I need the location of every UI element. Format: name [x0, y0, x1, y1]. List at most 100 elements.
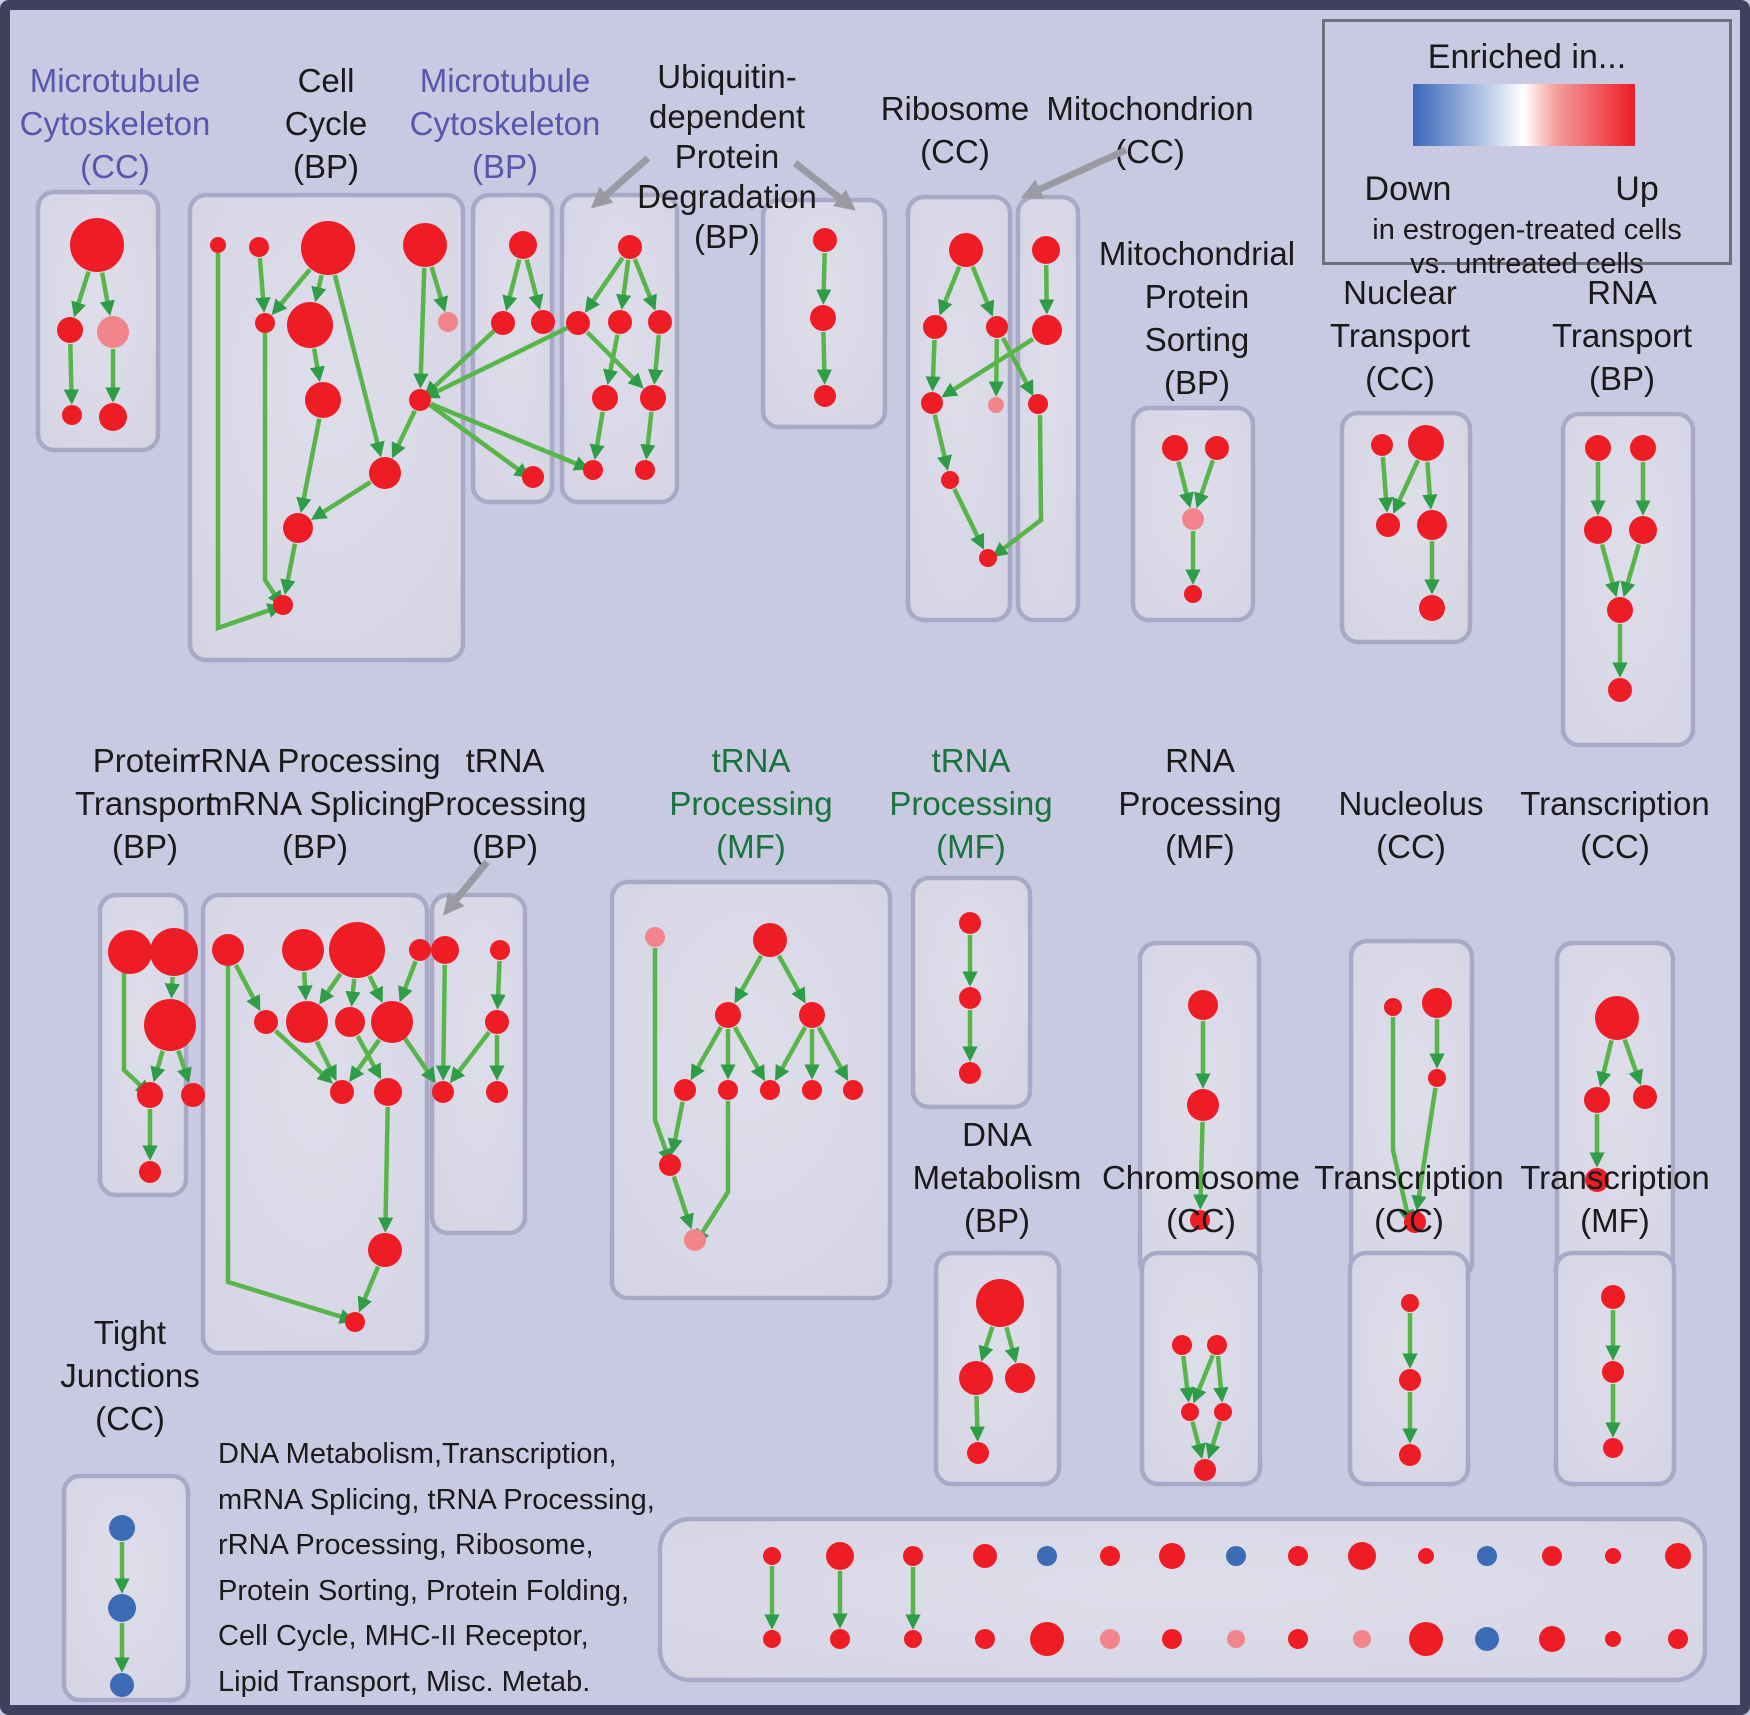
- node-transcription-cc-bottom-0: [1401, 1294, 1419, 1312]
- link-edge-4: [428, 403, 531, 479]
- node-cell-cycle-bp-4: [255, 313, 275, 333]
- node-transcription-mf-0: [1601, 1285, 1625, 1309]
- node-ubiquitin-degradation-bp-left-6: [583, 460, 603, 480]
- node-ribosome-cc-0: [949, 233, 983, 267]
- node-rrna-processing-mrna-splicing-bp-3: [409, 939, 431, 961]
- cluster-box-tight-junctions-cc: [61, 1473, 191, 1703]
- node-mitochondrial-protein-sorting-bp-3: [1184, 585, 1202, 603]
- link-edge-7: [941, 337, 1035, 398]
- node-trna-processing-mf-large-7: [802, 1080, 822, 1100]
- edge-ubiquitin-degradation-bp-left: [616, 259, 632, 310]
- node-ribosome-cc-2: [986, 316, 1008, 338]
- cluster-label-trna-processing-bp: Processing: [423, 785, 586, 822]
- edge-trna-processing-mf-large: [732, 1026, 766, 1082]
- link-edge-10: [225, 966, 356, 1324]
- node-rrna-processing-mrna-splicing-bp-0: [212, 934, 244, 966]
- node-trna-processing-bp-2: [485, 1010, 509, 1034]
- node-misc-clusters-25: [1409, 1622, 1443, 1656]
- node-misc-clusters-5: [1100, 1546, 1120, 1566]
- cluster-label-protein-transport-bp: Transport: [75, 785, 215, 822]
- node-trna-processing-bp-4: [486, 1081, 508, 1103]
- cluster-label-tight-junctions-cc: Tight: [94, 1314, 166, 1351]
- label-pointer-arrow-3: [443, 859, 490, 916]
- legend-subtitle-line2: vs. untreated cells: [1410, 248, 1644, 280]
- edge-ubiquitin-degradation-bp-right: [816, 331, 832, 385]
- node-trna-processing-mf-large-1: [753, 923, 787, 957]
- node-nuclear-transport-cc-4: [1419, 595, 1445, 621]
- cluster-label-nucleolus-cc: (CC): [1376, 828, 1446, 865]
- node-misc-clusters-26: [1475, 1627, 1499, 1651]
- edge-rrna-processing-mrna-splicing-bp: [314, 1040, 337, 1082]
- cluster-label-microtubule-cytoskeleton-bp: Cytoskeleton: [410, 105, 601, 142]
- node-cell-cycle-bp-5: [287, 302, 333, 348]
- cluster-label-rna-transport-bp: RNA: [1587, 274, 1657, 311]
- node-ubiquitin-degradation-bp-left-5: [640, 385, 666, 411]
- node-mitochondrial-protein-sorting-bp-2: [1182, 508, 1204, 530]
- cluster-label-transcription-mf: Transcription: [1520, 1159, 1710, 1196]
- node-ribosome-cc-5: [941, 471, 959, 489]
- edge-ribosome-cc: [932, 414, 952, 472]
- node-misc-clusters-24: [1353, 1630, 1371, 1648]
- edge-chromosome-cc: [1213, 1355, 1229, 1403]
- edge-rrna-processing-mrna-splicing-bp: [233, 963, 261, 1012]
- node-mitochondrion-cc-2: [1028, 394, 1048, 414]
- node-cell-cycle-bp-11: [273, 595, 293, 615]
- cluster-label-microtubule-cytoskeleton-bp: (BP): [472, 148, 538, 185]
- node-nucleolus-cc-1: [1422, 988, 1452, 1018]
- node-misc-clusters-23: [1288, 1629, 1308, 1649]
- cluster-label-microtubule-cytoskeleton-cc: Microtubule: [30, 62, 201, 99]
- node-misc-clusters-20: [1100, 1629, 1120, 1649]
- node-ubiquitin-degradation-bp-right-0: [813, 228, 837, 252]
- node-trna-processing-mf-large-0: [645, 927, 665, 947]
- node-trna-processing-mf-large-8: [843, 1080, 863, 1100]
- node-misc-clusters-6: [1159, 1543, 1185, 1569]
- edge-microtubule-cytoskeleton-cc: [71, 271, 91, 318]
- node-misc-clusters-27: [1539, 1626, 1565, 1652]
- node-chromosome-cc-1: [1207, 1335, 1227, 1355]
- node-ubiquitin-degradation-bp-left-7: [635, 460, 655, 480]
- edge-cell-cycle-bp: [310, 480, 372, 520]
- edge-trna-processing-bp: [490, 960, 506, 1010]
- edge-ubiquitin-degradation-bp-left: [589, 411, 605, 460]
- node-rrna-processing-mrna-splicing-bp-1: [282, 929, 324, 971]
- cluster-label-rna-processing-mf: (MF): [1165, 828, 1235, 865]
- caption-line: DNA Metabolism,Transcription,: [218, 1438, 617, 1470]
- node-rrna-processing-mrna-splicing-bp-9: [374, 1078, 402, 1106]
- node-misc-clusters-2: [903, 1546, 923, 1566]
- cluster-label-trna-processing-bp: (BP): [472, 828, 538, 865]
- node-misc-clusters-4: [1037, 1546, 1057, 1566]
- cluster-label-protein-transport-bp: (BP): [112, 828, 178, 865]
- node-rrna-processing-mrna-splicing-bp-2: [329, 922, 385, 978]
- cluster-label-mitochondrial-protein-sorting-bp: Sorting: [1145, 321, 1250, 358]
- cluster-label-cell-cycle-bp: Cell: [298, 62, 355, 99]
- node-misc-clusters-21: [1162, 1629, 1182, 1649]
- cluster-label-rna-transport-bp: (BP): [1589, 360, 1655, 397]
- edge-trna-processing-mf-large: [816, 1026, 849, 1082]
- link-edge-9: [121, 973, 152, 1096]
- node-microtubule-cytoskeleton-cc-0: [70, 218, 124, 272]
- edge-trna-processing-mf-large: [774, 1026, 808, 1082]
- caption-line: Protein Sorting, Protein Folding,: [218, 1574, 630, 1607]
- edge-rna-transport-bp: [1599, 543, 1620, 598]
- edge-cell-cycle-bp: [280, 543, 298, 595]
- cluster-box-mitochondrion-cc: [1015, 194, 1081, 623]
- edge-ribosome-cc: [938, 265, 962, 316]
- edge-ubiquitin-degradation-bp-left: [632, 258, 657, 311]
- misc-clusters-caption: DNA Metabolism,Transcription, mRNA Splic…: [218, 1432, 655, 1705]
- edge-trna-processing-mf-large: [690, 1026, 723, 1081]
- nodes-layer: [57, 218, 1691, 1697]
- edge-rrna-processing-mrna-splicing-bp: [398, 960, 418, 1003]
- node-ribosome-cc-3: [921, 392, 943, 414]
- node-trna-processing-bp-1: [490, 940, 510, 960]
- cluster-boxes-layer: [35, 189, 1708, 1703]
- node-rna-transport-bp-5: [1608, 678, 1632, 702]
- edge-transcription-cc-middle: [1596, 1039, 1614, 1088]
- node-ubiquitin-degradation-bp-left-2: [608, 310, 632, 334]
- node-nucleolus-cc-2: [1428, 1069, 1446, 1087]
- node-cell-cycle-bp-2: [301, 221, 355, 275]
- cluster-label-rrna-processing-mrna-splicing-bp: rRNA Processing: [189, 742, 440, 779]
- node-rrna-processing-mrna-splicing-bp-7: [371, 1001, 413, 1043]
- node-tight-junctions-cc-2: [110, 1673, 134, 1697]
- edge-trna-processing-bp: [449, 1030, 491, 1084]
